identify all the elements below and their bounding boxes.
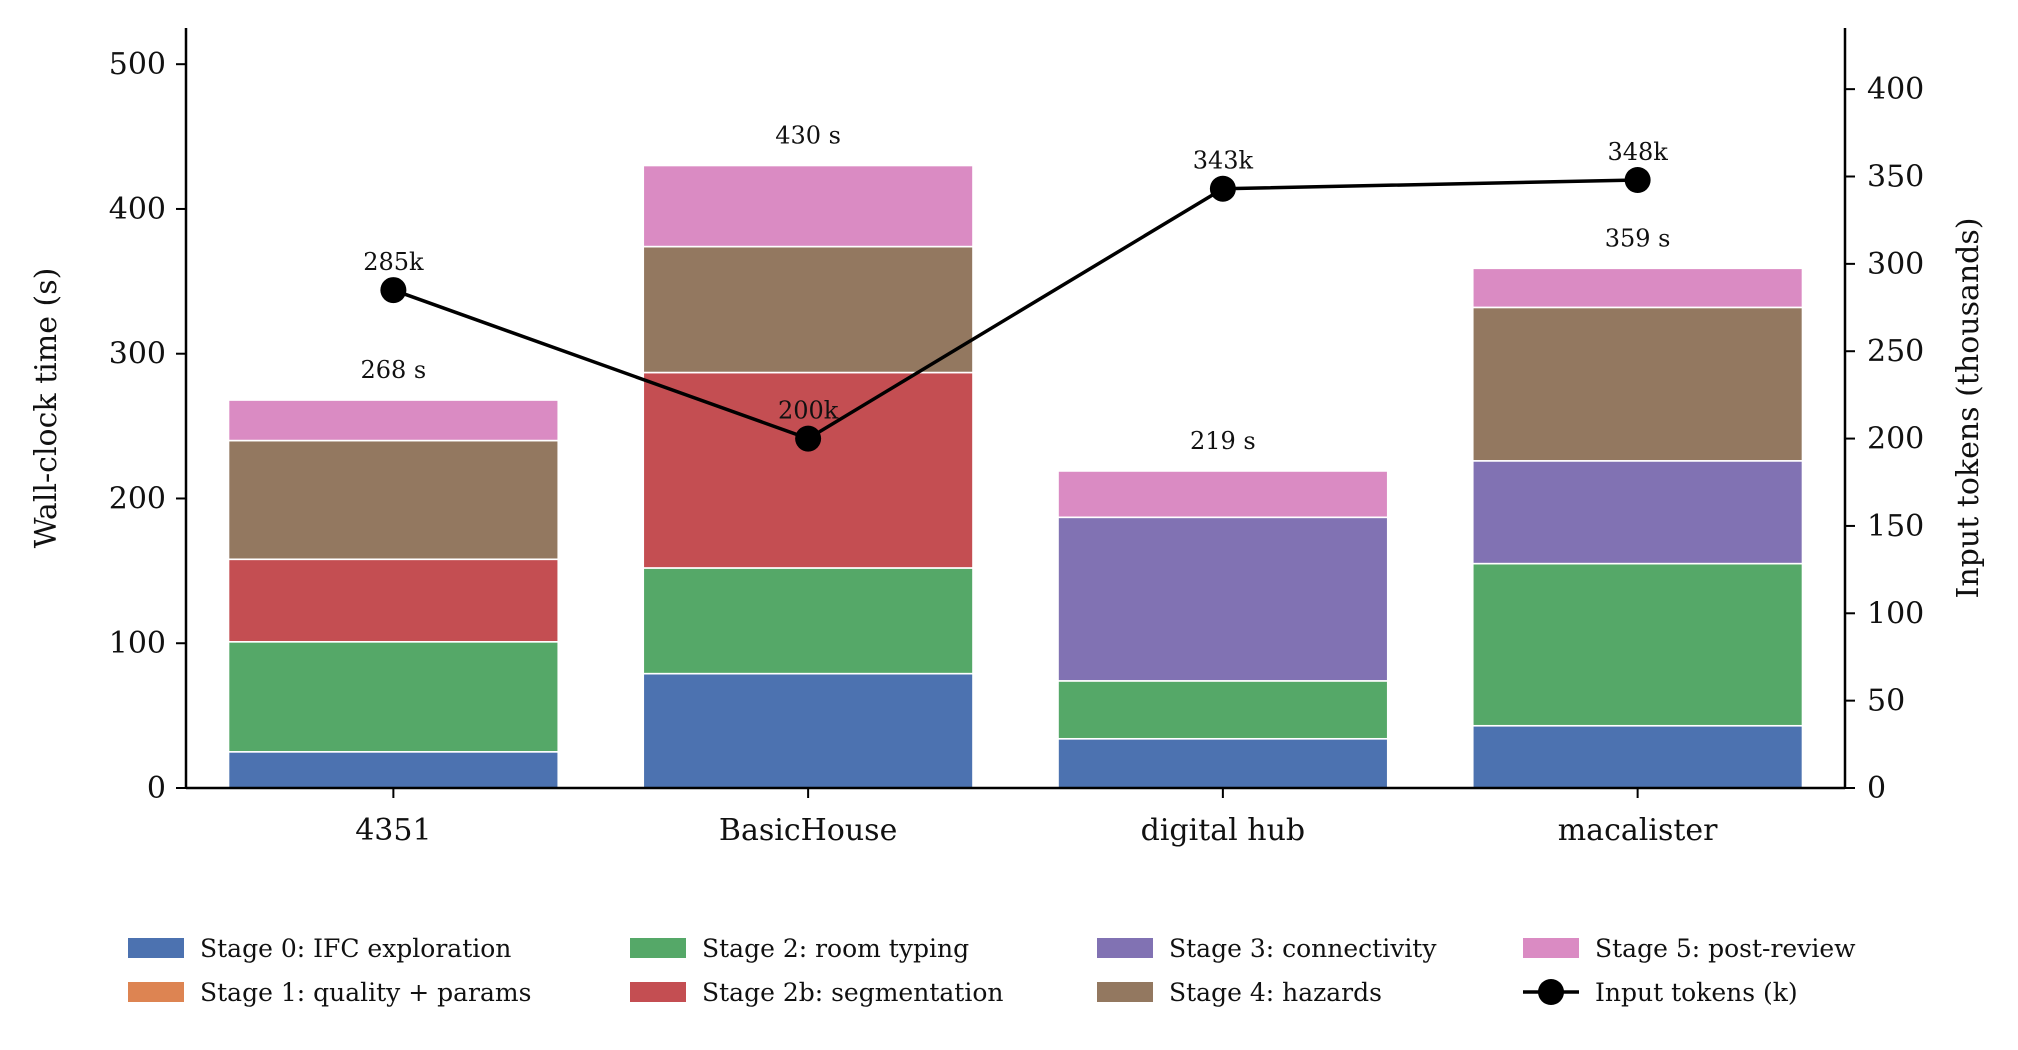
tokens-marker [795,425,822,452]
bar-segment-basichouse-stage-3 [642,371,974,569]
tokens-value-label: 200k [778,397,839,425]
tokens-value-label: 343k [1193,147,1254,175]
right-tick-label: 300 [1867,247,1924,282]
x-tick-label: BasicHouse [719,813,897,848]
legend-swatch [1523,938,1579,958]
bar-total-label: 268 s [360,356,426,384]
legend-label: Stage 2: room typing [702,934,969,963]
right-tick-label: 250 [1867,334,1924,369]
bar-total-label: 359 s [1605,224,1671,252]
bar-segment-4351-stage-2 [227,640,560,753]
x-tick-label: 4351 [355,813,431,848]
legend-item: Stage 2: room typing [630,934,969,963]
x-tick-label: macalister [1558,813,1718,848]
bar-segment-macalister-stage-5 [1471,306,1804,462]
tokens-line-layer: 285k 200k 343k 348k [363,138,1668,452]
bar-segment-digital-hub-stage-4 [1057,516,1389,682]
tokens-value-label: 285k [363,248,424,276]
right-tick-label: 50 [1867,684,1905,719]
legend: Stage 0: IFC exploration Stage 1: quality… [128,934,1856,1007]
legend-label: Stage 1: quality + params [200,978,531,1007]
tokens-marker [1624,167,1651,193]
left-tick-label: 200 [109,481,166,516]
bar-segment-macalister-stage-0 [1471,724,1804,789]
bar-segment-macalister-stage-6 [1471,267,1804,309]
legend-item: Stage 4: hazards [1097,978,1382,1007]
right-tick-label: 400 [1867,72,1924,107]
legend-label: Stage 2b: segmentation [702,978,1003,1007]
axes-layer: 0 100 200 300 400 500 0 50 100 150 200 250 300 350 400… [29,28,1986,848]
left-tick-label: 500 [109,47,166,82]
bar-segment-basichouse-stage-6 [642,164,974,248]
legend-label: Stage 0: IFC exploration [200,934,511,963]
legend-item: Input tokens (k) [1523,978,1798,1007]
legend-swatch [1097,982,1153,1002]
legend-label: Input tokens (k) [1595,978,1798,1007]
bar-total-label: 219 s [1190,427,1256,455]
left-tick-label: 0 [147,771,166,806]
legend-swatch [630,982,686,1002]
legend-marker [1538,979,1564,1005]
left-tick-label: 100 [109,626,166,661]
left-tick-label: 300 [109,337,166,372]
bar-segment-4351-stage-6 [227,399,560,442]
right-tick-label: 150 [1867,509,1924,544]
legend-swatch [630,938,686,958]
right-tick-label: 350 [1867,160,1924,195]
legend-swatch [128,938,184,958]
y-axis-label: Wall-clock time (s) [29,268,64,549]
right-tick-label: 200 [1867,422,1924,457]
tokens-line [392,178,1638,441]
legend-label: Stage 5: post-review [1595,934,1856,963]
bar-segment-macalister-stage-2 [1471,562,1804,727]
y2-axis-label: Input tokens (thousands) [1951,218,1986,599]
right-tick-label: 100 [1867,596,1924,631]
legend-item: Stage 5: post-review [1523,934,1856,963]
legend-swatch [1097,938,1153,958]
bar-total-labels: 268 s 430 s 219 s 359 s [360,122,1670,455]
legend-label: Stage 3: connectivity [1169,934,1437,963]
bar-segment-4351-stage-5 [227,439,560,561]
bar-segment-basichouse-stage-0 [642,672,974,789]
legend-item: Stage 2b: segmentation [630,978,1003,1007]
right-tick-label: 0 [1867,771,1886,806]
legend-item: Stage 0: IFC exploration [128,934,511,963]
left-tick-label: 400 [109,192,166,227]
bar-segment-digital-hub-stage-2 [1057,680,1389,740]
bar-segment-macalister-stage-4 [1471,460,1804,565]
legend-item: Stage 1: quality + params [128,978,531,1007]
bar-segment-4351-stage-3 [227,558,560,643]
tokens-marker [380,277,407,304]
bar-segment-4351-stage-0 [227,751,560,789]
legend-item: Stage 3: connectivity [1097,934,1437,963]
bar-segment-digital-hub-stage-6 [1057,470,1389,519]
bar-total-label: 430 s [775,122,841,150]
tokens-value-label: 348k [1607,138,1668,166]
legend-swatch [128,982,184,1002]
bar-segment-digital-hub-stage-0 [1057,737,1389,789]
bars-layer [227,164,1804,789]
x-tick-label: digital hub [1141,813,1306,848]
legend-label: Stage 4: hazards [1169,978,1382,1007]
bar-segment-basichouse-stage-2 [642,567,974,675]
tokens-marker [1209,175,1236,202]
bar-segment-basichouse-stage-5 [642,245,974,374]
